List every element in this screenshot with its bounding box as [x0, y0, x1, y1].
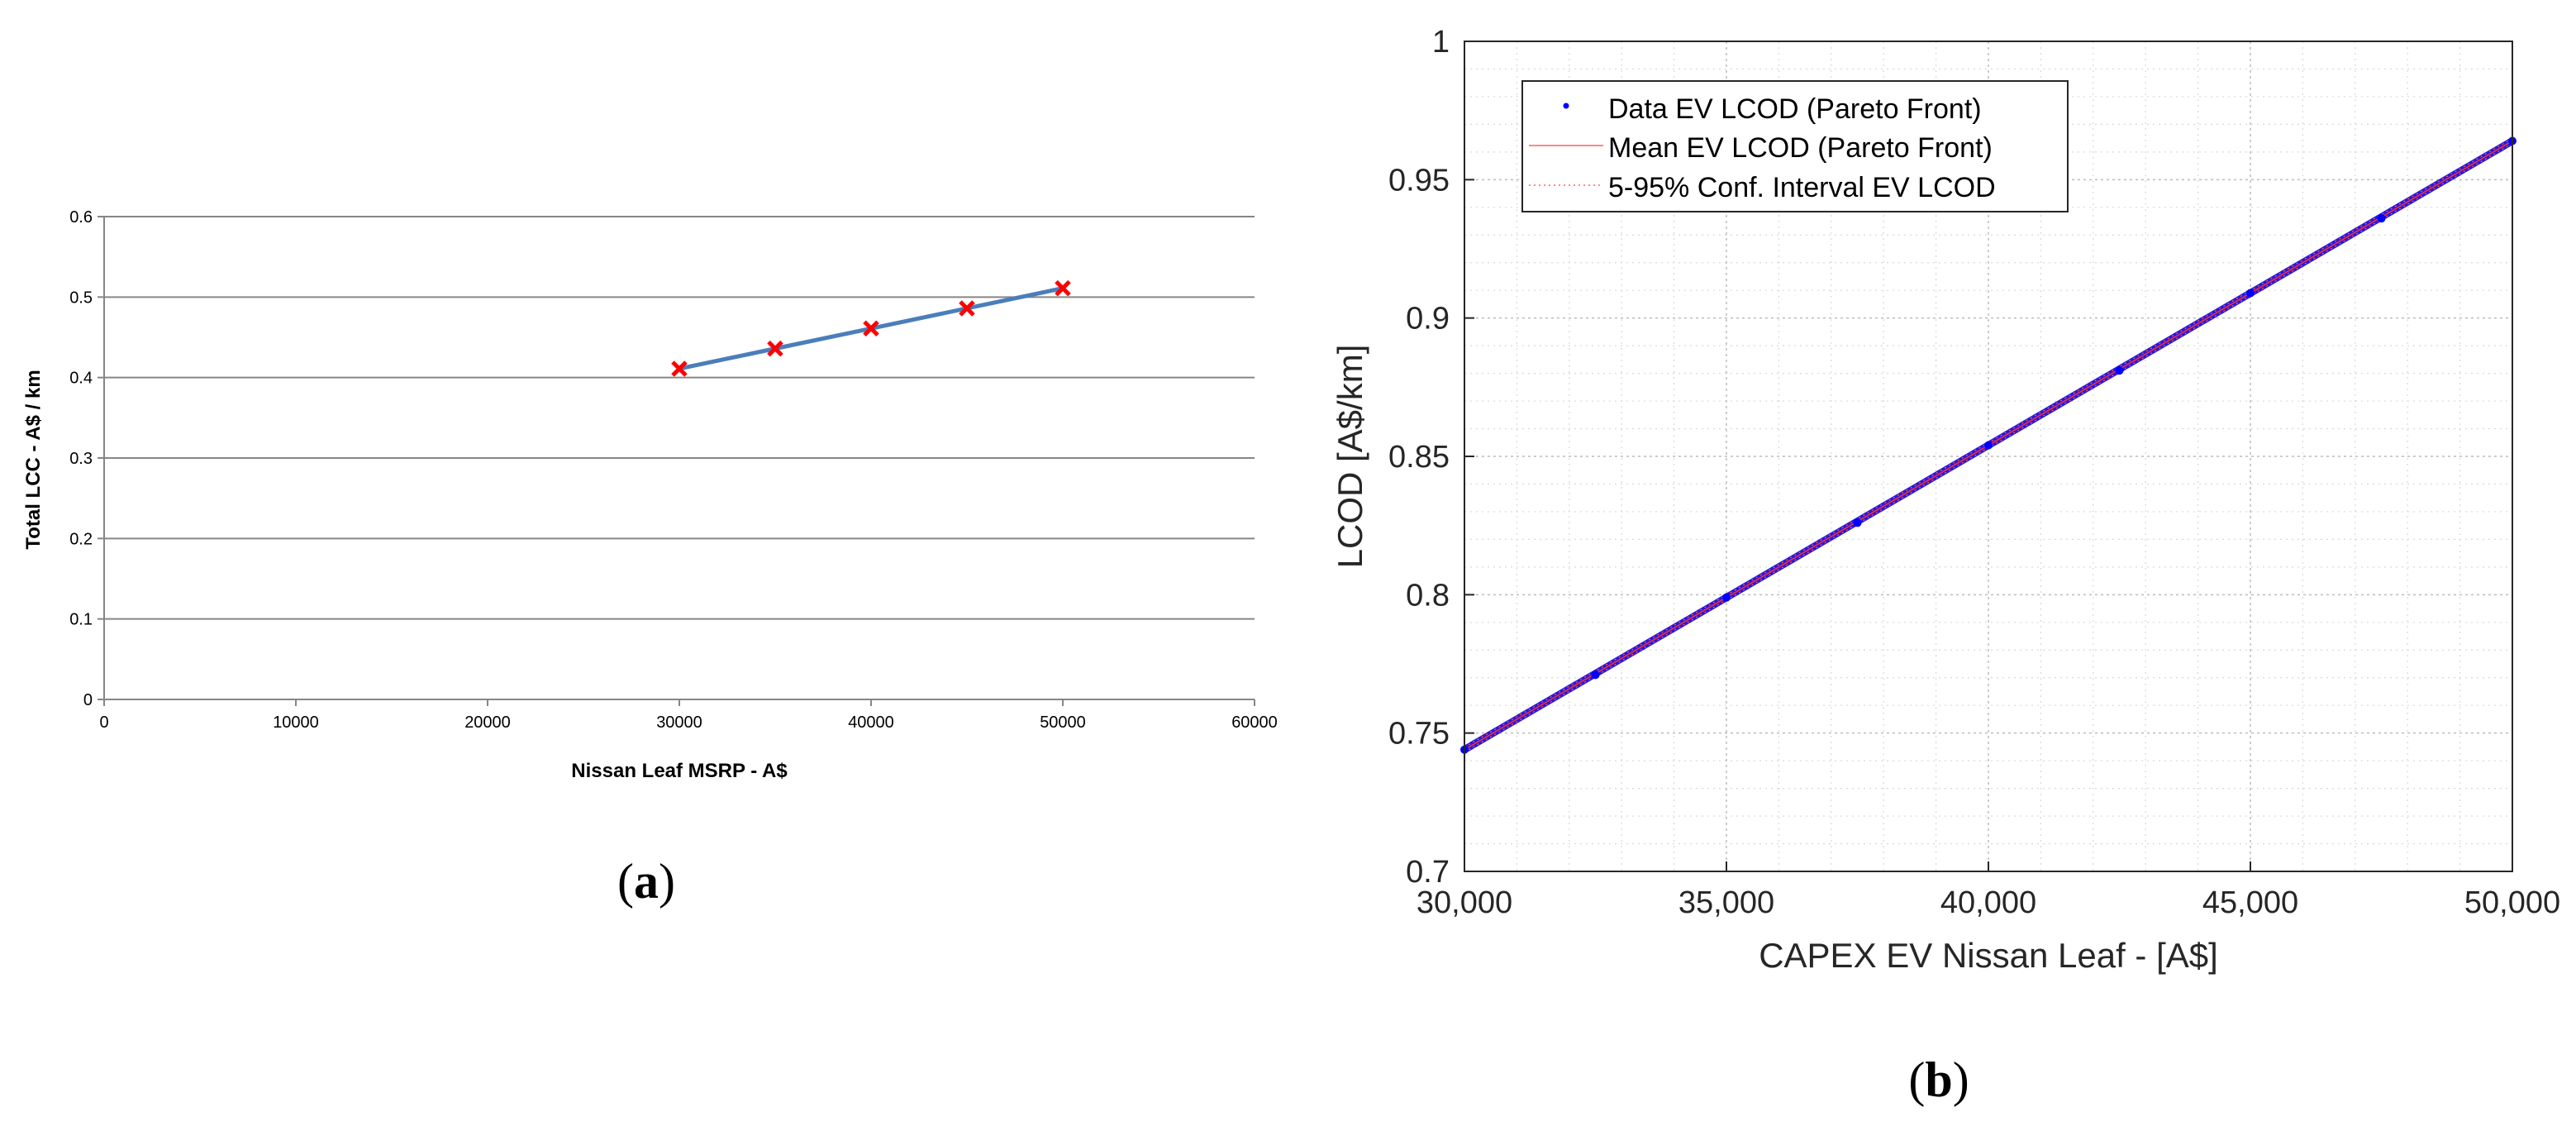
chart-b-y-tick-label: 0.85 [1388, 440, 1450, 475]
chart-a-y-tick-label: 0.6 [69, 208, 93, 227]
chart-b-x-tick-label: 30,000 [1417, 885, 1512, 920]
chart-a-series [671, 279, 1071, 377]
chart-a-x-tick-label: 50000 [1040, 713, 1086, 732]
chart-b-legend-box [1521, 80, 2069, 212]
panel-a-label-letter: a [634, 854, 659, 909]
chart-a-marker-stroke [671, 360, 688, 377]
chart-a-y-tick-labels: 0 0.1 0.2 0.3 0.4 0.5 0.6 [69, 208, 93, 709]
chart-a-x-tick-label: 40000 [848, 713, 894, 732]
panel-a-label: (a) [617, 854, 675, 909]
chart-a-x-tick-label: 0 [99, 713, 108, 732]
chart-b-x-tick-label: 50,000 [2464, 885, 2560, 920]
chart-a-y-tick-label: 0 [83, 691, 93, 709]
chart-a-y-tick-label: 0.5 [69, 289, 93, 307]
chart-a-data-marker [863, 320, 879, 337]
chart-b-legend: Data EV LCOD (Pareto Front) Mean EV LCOD… [1521, 80, 2069, 212]
chart-a-marker-stroke [1055, 279, 1071, 297]
chart-a-x-tick-label: 10000 [273, 713, 319, 732]
chart-a-gridlines [104, 216, 1255, 620]
chart-b-x-tick-labels: 30,000 35,000 40,000 45,000 50,000 [1417, 885, 2560, 920]
chart-a-x-tick-labels: 0 10000 20000 30000 40000 50000 60000 [99, 713, 1277, 732]
chart-a-x-tick-label: 60000 [1231, 713, 1278, 732]
chart-a-x-tick-label: 30000 [656, 713, 702, 732]
chart-b-axes-box [1464, 41, 2513, 872]
chart-b-x-tick-label: 35,000 [1678, 885, 1774, 920]
chart-b-data-point [1984, 441, 1993, 450]
chart-a-y-tick-label: 0.2 [69, 530, 93, 548]
chart-b-data-point [1853, 518, 1862, 527]
legend-marker-data [1563, 103, 1569, 109]
chart-b-y-tick-label: 0.95 [1388, 163, 1450, 198]
chart-a-x-axis-label: Nissan Leaf MSRP - A$ [571, 760, 788, 782]
legend-entry-ci: 5-95% Conf. Interval EV LCOD [1608, 172, 1996, 203]
chart-b-series [1460, 136, 2516, 754]
chart-b-y-tick-labels: 0.7 0.75 0.8 0.85 0.9 0.95 1 [1388, 25, 1450, 890]
chart-a-data-marker [1055, 279, 1071, 297]
chart-a-marker-stroke [863, 320, 879, 337]
chart-b-data-point [1591, 670, 1600, 680]
chart-b-data-point [2246, 289, 2255, 298]
chart-a-marker-stroke [959, 300, 975, 317]
chart-a-y-tick-label: 0.4 [69, 370, 93, 388]
chart-a-y-tick-label: 0.3 [69, 450, 93, 468]
chart-a-marker-stroke [767, 340, 783, 357]
chart-b-y-tick-label: 1 [1432, 25, 1450, 60]
chart-a-x-tick-label: 20000 [464, 713, 511, 732]
chart-b-y-axis-label: LCOD [A$/km] [1331, 345, 1369, 569]
chart-b-y-tick-label: 0.8 [1406, 578, 1450, 613]
legend-entry-data: Data EV LCOD (Pareto Front) [1608, 93, 1982, 125]
panel-b-label-letter: b [1925, 1052, 1952, 1107]
chart-b-y-tick-label: 0.7 [1406, 855, 1450, 890]
chart-b-y-tick-label: 0.75 [1388, 717, 1450, 752]
legend-entry-mean: Mean EV LCOD (Pareto Front) [1608, 132, 1993, 164]
chart-b-data-point [2115, 366, 2124, 375]
chart-a-data-marker [767, 340, 783, 357]
chart-b-y-tick-label: 0.9 [1406, 302, 1450, 336]
chart-b-data-point [1722, 593, 1731, 602]
chart-a-axes [98, 216, 1255, 706]
chart-a-data-marker [671, 360, 688, 377]
chart-a-data-marker [959, 300, 975, 317]
chart-a-y-tick-label: 0.1 [69, 611, 93, 629]
chart-a-y-axis-label: Total LCC - A$ / km [22, 370, 45, 549]
chart-b-x-tick-label: 45,000 [2202, 885, 2298, 920]
panel-b-label: (b) [1908, 1052, 1969, 1107]
chart-b-x-axis-label: CAPEX EV Nissan Leaf - [A$] [1759, 936, 2218, 975]
chart-b-data-point [2377, 214, 2386, 223]
chart-b-x-tick-label: 40,000 [1940, 885, 2036, 920]
